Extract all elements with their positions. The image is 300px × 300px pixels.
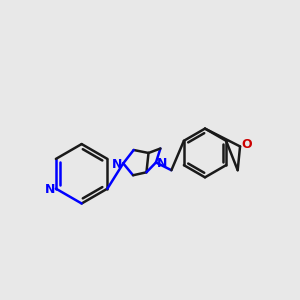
Text: N: N bbox=[157, 157, 167, 170]
Text: O: O bbox=[241, 138, 252, 151]
Text: N: N bbox=[45, 183, 55, 196]
Text: N: N bbox=[112, 158, 122, 171]
